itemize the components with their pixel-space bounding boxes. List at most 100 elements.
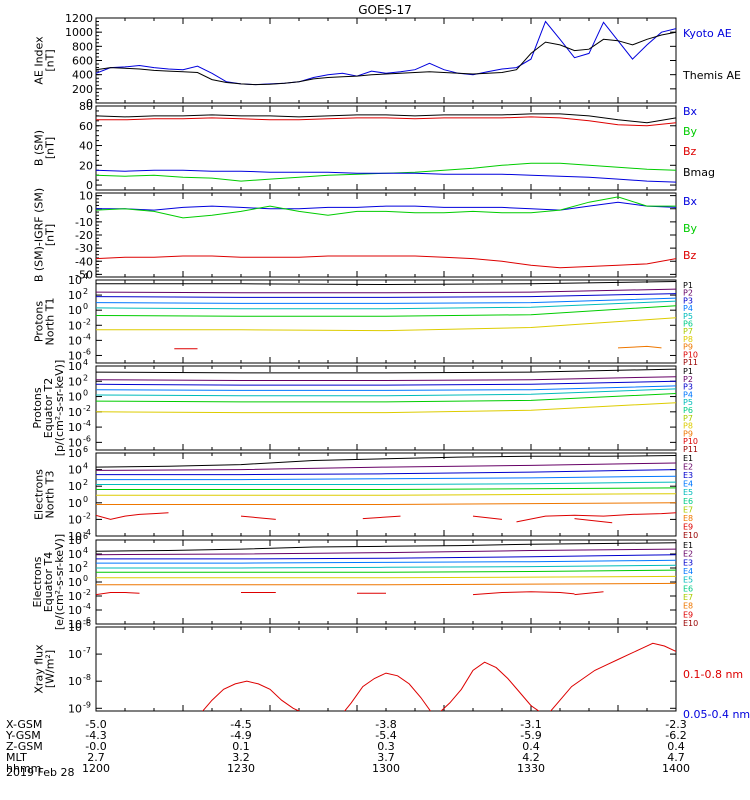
y-tick-exponent: 6 <box>83 532 88 541</box>
legend-item: E10 <box>683 531 698 540</box>
legend-item: Bz <box>683 145 697 158</box>
series-line-by <box>96 162 676 182</box>
series-line-bz <box>96 255 676 269</box>
series-line-e2 <box>96 548 676 556</box>
legend-item: P7 <box>683 414 693 423</box>
series-line-p4 <box>96 385 676 391</box>
y-tick-exponent: -4 <box>83 332 91 341</box>
y-tick-exponent: 2 <box>83 373 88 382</box>
series-line-p3 <box>96 380 676 386</box>
y-axis-label: Electrons <box>33 469 46 520</box>
y-axis-label: Electrons <box>31 556 44 607</box>
axis-row-value: 0.3 <box>377 740 395 753</box>
axis-row-value: 0.4 <box>522 740 540 753</box>
legend-item: P6 <box>683 320 693 329</box>
y-tick-label: 10 <box>68 618 82 631</box>
y-tick-label: 10 <box>68 319 82 332</box>
y-tick-label: 10 <box>68 562 82 575</box>
y-tick-label: 10 <box>68 334 82 347</box>
y-tick-label: 10 <box>68 447 82 460</box>
series-line-e9e <box>574 591 604 596</box>
y-tick-label: 60 <box>79 120 93 133</box>
time-axis-table: X-GSM -5.0 -4.5 -3.8 -3.1 -2.3 Y-GSM -4.3 -4.9 -5… <box>5 718 690 775</box>
y-tick-label: 10 <box>68 391 82 404</box>
y-tick-label: 10 <box>68 548 82 561</box>
legend-item: E4 <box>683 567 693 576</box>
y-tick-exponent: -4 <box>83 602 91 611</box>
series-line-p4 <box>96 297 676 304</box>
legend-item: 0.05-0.4 nm <box>683 708 750 721</box>
y-axis-label: [p/(cm²-s-sr-keV)] <box>53 360 66 457</box>
date-label: 2019 Feb 28 <box>6 766 74 779</box>
series-line-bz <box>96 116 676 127</box>
series-line-e3 <box>96 554 676 560</box>
legend-item: E3 <box>683 471 693 480</box>
legend-item: P7 <box>683 327 693 336</box>
y-tick-label: 10 <box>68 513 82 526</box>
series-line-bx <box>96 169 676 183</box>
axis-row-label: X-GSM <box>6 718 42 731</box>
axis-row-value: 1300 <box>372 762 400 775</box>
y-tick-exponent: 6 <box>83 445 88 454</box>
series-line-p2 <box>96 288 676 294</box>
axis-row-value: -5.4 <box>375 729 396 742</box>
legend-item: E1 <box>683 541 693 550</box>
axis-row-value: 1330 <box>517 762 545 775</box>
series-line-e9e <box>472 515 503 520</box>
y-tick-label: 10 <box>68 590 82 603</box>
y-axis-label: [W/m²] <box>44 650 57 688</box>
y-axis-label: B (SM) <box>33 130 46 166</box>
axis-row-value: -6.2 <box>665 729 686 742</box>
legend-item: P5 <box>683 312 693 321</box>
legend-item: P2 <box>683 375 693 384</box>
legend-item: P2 <box>683 289 693 298</box>
axis-row-value: -5.0 <box>85 718 106 731</box>
y-tick-label: 1200 <box>65 12 93 25</box>
y-tick-label: 400 <box>72 69 93 82</box>
legend-item: P10 <box>683 350 698 359</box>
series-line-e5 <box>96 564 676 569</box>
y-tick-label: 0 <box>86 97 93 110</box>
series-line-e9d <box>362 515 401 520</box>
y-tick-label: 80 <box>79 100 93 113</box>
series-line-e6 <box>96 569 676 573</box>
legend-item: P6 <box>683 406 693 415</box>
axis-row-value: -2.3 <box>665 718 686 731</box>
y-tick-exponent: 4 <box>83 462 88 471</box>
legend-item: P8 <box>683 422 693 431</box>
legend-item: E10 <box>683 619 698 628</box>
legend-item: P1 <box>683 281 693 290</box>
legend-item: E3 <box>683 558 693 567</box>
series-group <box>96 455 676 524</box>
series-line-e6 <box>96 487 676 490</box>
series-line-p5 <box>96 300 676 310</box>
y-tick-exponent: 2 <box>83 478 88 487</box>
legend-item: E9 <box>683 522 693 531</box>
legend-item: Bx <box>683 105 698 118</box>
series-line-p1 <box>96 281 676 286</box>
legend-item: P3 <box>683 383 693 392</box>
y-tick-label: 10 <box>68 421 82 434</box>
legend-item: E8 <box>683 514 693 523</box>
series-line-e1 <box>96 455 676 468</box>
y-tick-exponent: -8 <box>83 673 91 682</box>
axis-row-value: -3.1 <box>520 718 541 731</box>
legend-item: Bmag <box>683 166 715 179</box>
y-tick-label: 1000 <box>65 26 93 39</box>
y-tick-label: 800 <box>72 40 93 53</box>
axis-row-value: 4.2 <box>522 751 540 764</box>
series-group <box>96 20 676 86</box>
series-line-e9b <box>516 512 676 523</box>
panel-frame <box>95 626 677 712</box>
legend-item: Bx <box>683 195 698 208</box>
legend-item: E2 <box>683 550 693 559</box>
axis-row-value: 1200 <box>82 762 110 775</box>
axis-row-value: -0.0 <box>85 740 106 753</box>
legend-item: E5 <box>683 576 693 585</box>
y-tick-label: 10 <box>68 274 82 287</box>
series-line-p7 <box>96 402 676 414</box>
legend-item: E7 <box>683 505 693 514</box>
